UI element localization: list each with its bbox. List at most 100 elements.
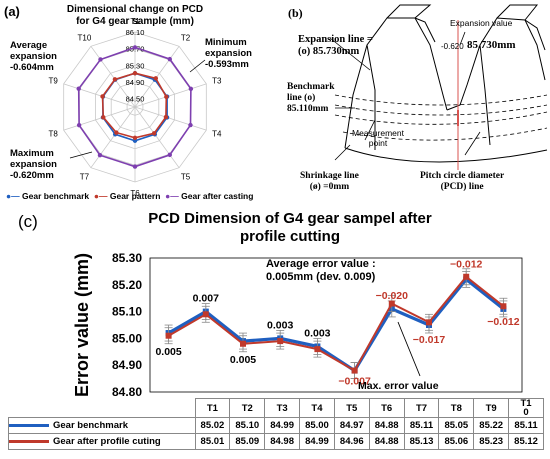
table-cell: 85.11	[508, 417, 544, 434]
legend-benchmark: Gear benchmark	[22, 191, 90, 201]
radar-point	[98, 57, 103, 62]
gear-tooth-diagram	[329, 4, 548, 170]
shrinkage-line2: (ø) =0mm	[309, 182, 350, 192]
radar-category-label: T4	[212, 130, 222, 139]
radar-point	[163, 114, 169, 120]
series-point	[351, 367, 358, 374]
radar-tick-label: 85.30	[126, 61, 145, 70]
benchmark-line3: 85.110mm	[287, 104, 329, 114]
avg-line3: -0.604mm	[10, 62, 54, 73]
radar-category-label: T3	[212, 76, 222, 85]
radar-point	[132, 71, 138, 76]
table-cell: 85.09	[229, 433, 266, 450]
radar-point	[101, 115, 106, 120]
radar-point	[76, 122, 82, 128]
avg-line2: expansion	[10, 51, 57, 62]
y-axis-label: Error value (mm)	[72, 253, 92, 397]
max-line2: expansion	[10, 159, 57, 170]
data-label: −0.017	[413, 334, 446, 346]
max-error-arrow	[397, 321, 421, 377]
max-expansion-note: Maximum expansion -0.620mm	[10, 148, 57, 181]
series-line	[167, 277, 505, 373]
table-cell: 84.98	[264, 433, 301, 450]
radar-spoke	[63, 106, 136, 131]
measurement-line2: point	[368, 138, 388, 148]
table-header-cell: T5	[333, 398, 370, 418]
max-line3: -0.620mm	[10, 170, 54, 181]
radar-title: Dimensional change on PCD for G4 gear sa…	[66, 4, 204, 27]
row-label-profile: Gear after profile cuting	[8, 433, 196, 450]
chart-c-title: PCD Dimension of G4 gear sampel after pr…	[60, 210, 520, 246]
table-header-cell: T1 0	[508, 398, 544, 418]
radar-point	[112, 77, 118, 82]
table-header-cell: T3	[264, 398, 301, 418]
table-cell: 84.96	[333, 433, 370, 450]
plot-frame	[149, 257, 523, 393]
radar-category-label: T6	[130, 189, 140, 198]
radar-category-label: T2	[181, 33, 191, 42]
average-error-line2: 0.005mm (dev. 0.009)	[266, 271, 376, 283]
radar-category-label: T8	[49, 130, 59, 139]
benchmark-line1: Benchmark	[287, 82, 335, 92]
y-tick-label: 84.80	[112, 385, 142, 399]
chart-c-title-line2: profile cutting	[240, 228, 340, 245]
pcd-note: Pitch circle diameter (PCD) line	[420, 171, 504, 193]
table-cell: 85.23	[473, 433, 510, 450]
benchmark-note: Benchmark line (o) 85.110mm	[287, 82, 335, 115]
radar-spoke	[90, 46, 136, 108]
radar-point	[97, 153, 103, 158]
y-tick-label: 85.20	[112, 278, 142, 292]
max-error-note: Max. error value	[358, 380, 439, 392]
row-label-benchmark: Gear benchmark	[8, 417, 196, 434]
y-tick-label: 85.00	[112, 331, 142, 345]
table-corner	[8, 398, 196, 418]
radar-point	[164, 94, 169, 100]
table-header-cell: T6	[368, 398, 405, 418]
radar-category-label: T9	[49, 76, 59, 85]
y-tick-label: 85.10	[112, 305, 142, 319]
table-header-cell: T4	[299, 398, 335, 418]
data-label: 0.007	[193, 293, 219, 305]
data-label: −0.020	[376, 290, 409, 302]
series-point	[463, 273, 470, 280]
shrinkage-line1: Shrinkage line	[300, 171, 359, 181]
table-cell: 85.13	[403, 433, 440, 450]
radar-point	[100, 94, 105, 99]
radar-point	[167, 56, 172, 62]
min-line1: Minimum	[205, 37, 247, 48]
radar-spoke	[134, 106, 180, 168]
series-point	[426, 319, 432, 326]
radar-point	[76, 86, 81, 91]
pcd-line1: Pitch circle diameter	[420, 171, 505, 181]
radar-category-label: T1	[130, 17, 140, 26]
radar-point	[153, 76, 159, 81]
data-label: −0.012	[487, 316, 520, 328]
avg-expansion-note: Average expansion -0.604mm	[10, 40, 57, 73]
series-point	[500, 303, 507, 310]
radar-spoke	[134, 83, 207, 108]
table-cell: 85.02	[194, 417, 231, 434]
series-point	[388, 300, 395, 307]
series-point	[165, 332, 172, 339]
table-cell: 84.88	[368, 417, 405, 434]
table-cell: 85.10	[229, 417, 266, 434]
table-row: Gear after profile cuting 85.01 85.09 84…	[8, 433, 544, 450]
table-cell: 85.00	[299, 417, 335, 434]
expansion-line1: Expansion line =	[298, 34, 373, 45]
radar-category-label: T5	[181, 173, 191, 182]
radar-point	[114, 130, 119, 135]
table-row: Gear benchmark 85.02 85.10 84.99 85.00 8…	[8, 417, 544, 434]
table-header-row: T1 T2 T3 T4 T5 T6 T7 T8 T9 T1 0	[8, 398, 544, 418]
radar-chart: T1T2T3T4T5T6T7T8T9T1084.5084.9085.3085.7…	[49, 17, 222, 198]
table-cell: 85.22	[473, 417, 510, 434]
benchmark-line2: line (o)	[287, 93, 316, 103]
expansion-value: -0.620	[441, 42, 464, 51]
radar-spoke	[63, 83, 136, 108]
table-header-cell: T2	[229, 398, 266, 418]
radar-point	[167, 152, 172, 158]
table-header-cell: T1	[194, 398, 231, 418]
series-point	[314, 346, 321, 353]
table-cell: 85.06	[438, 433, 475, 450]
row-label-profile-text: Gear after profile cuting	[53, 436, 161, 447]
